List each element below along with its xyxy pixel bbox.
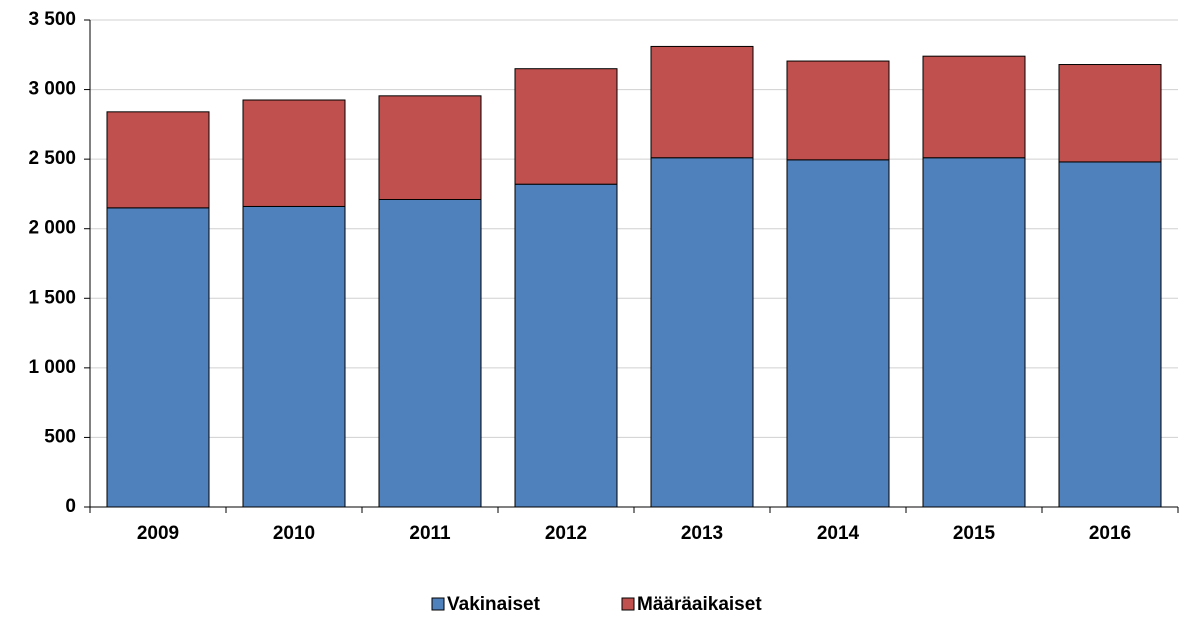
bar-segment bbox=[650, 157, 754, 508]
legend-swatch bbox=[431, 597, 445, 611]
x-tick-label: 2009 bbox=[137, 523, 179, 544]
bar-segment bbox=[922, 55, 1026, 159]
bar-segment bbox=[106, 207, 210, 508]
y-tick-label: 500 bbox=[44, 426, 76, 447]
bar-segment bbox=[242, 205, 346, 508]
bar-segment bbox=[786, 60, 890, 161]
bar-segment bbox=[378, 95, 482, 200]
x-tick-label: 2014 bbox=[817, 523, 860, 544]
y-tick-label: 2 500 bbox=[28, 148, 76, 169]
y-tick-label: 2 000 bbox=[28, 218, 76, 239]
x-tick-label: 2010 bbox=[273, 523, 315, 544]
bar-segment bbox=[650, 45, 754, 159]
bar-segment bbox=[242, 99, 346, 207]
bar-segment bbox=[514, 68, 618, 185]
x-tick-label: 2013 bbox=[681, 523, 723, 544]
bar-segment bbox=[1058, 161, 1162, 508]
bar-segment bbox=[786, 159, 890, 508]
y-tick-label: 1 000 bbox=[28, 357, 76, 378]
bar-segment bbox=[514, 183, 618, 508]
y-tick-label: 0 bbox=[65, 496, 76, 517]
legend-label: Määräaikaiset bbox=[637, 594, 762, 615]
bar-segment bbox=[378, 198, 482, 508]
bar-segment bbox=[1058, 64, 1162, 163]
x-tick-label: 2012 bbox=[545, 523, 587, 544]
legend-label: Vakinaiset bbox=[447, 594, 541, 615]
x-tick-label: 2016 bbox=[1089, 523, 1131, 544]
y-tick-label: 1 500 bbox=[28, 287, 76, 308]
x-tick-label: 2015 bbox=[953, 523, 996, 544]
bar-segment bbox=[106, 111, 210, 209]
bar-segment bbox=[922, 157, 1026, 508]
y-tick-label: 3 000 bbox=[28, 79, 76, 100]
legend-swatch bbox=[621, 597, 635, 611]
y-tick-label: 3 500 bbox=[28, 9, 76, 30]
x-tick-label: 2011 bbox=[409, 523, 451, 544]
